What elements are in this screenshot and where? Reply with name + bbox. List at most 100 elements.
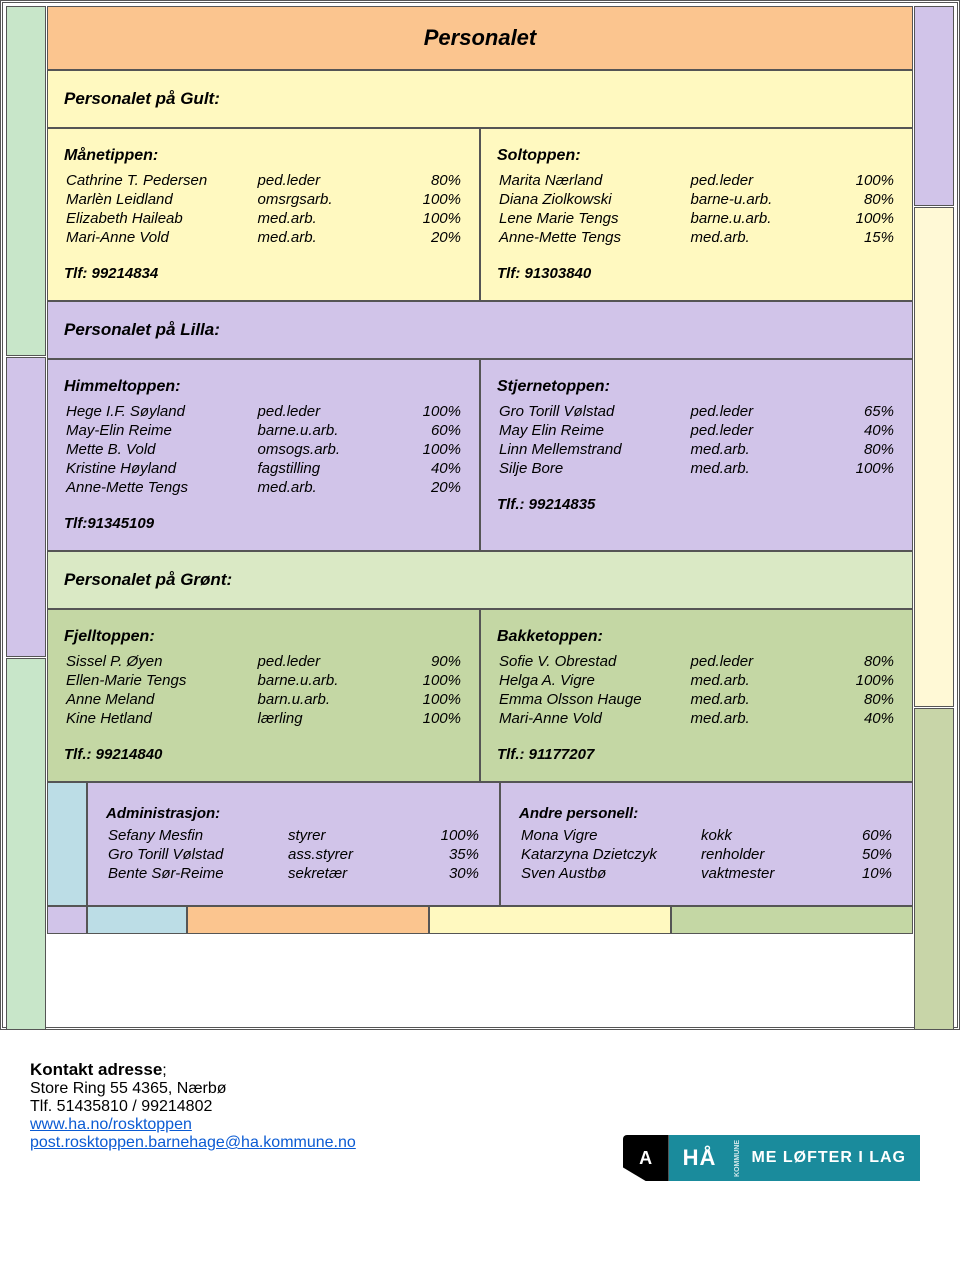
table-cell: med.arb. bbox=[689, 228, 817, 247]
table-row: Gro Torill Vølstadass.styrer35% bbox=[106, 845, 481, 864]
stripe-decoration bbox=[914, 708, 954, 1030]
table-row: Emma Olsson Haugemed.arb.80% bbox=[497, 690, 896, 709]
contact-sep: ; bbox=[162, 1062, 166, 1079]
stripe-decoration bbox=[47, 906, 87, 934]
group-title: Andre personell: bbox=[519, 805, 894, 822]
table-row: Anne-Mette Tengsmed.arb.15% bbox=[497, 228, 896, 247]
table-cell: 100% bbox=[383, 190, 463, 209]
contact-block: Kontakt adresse; Store Ring 55 4365, Nær… bbox=[30, 1060, 356, 1152]
table-cell: 40% bbox=[816, 421, 896, 440]
table-cell: Silje Bore bbox=[497, 459, 689, 478]
section-lilla-body: Himmeltoppen: Hege I.F. Søylandped.leder… bbox=[47, 359, 913, 551]
footer-color-bar bbox=[47, 906, 913, 934]
contact-url-link[interactable]: www.ha.no/rosktoppen bbox=[30, 1116, 192, 1133]
table-cell: May Elin Reime bbox=[497, 421, 689, 440]
contact-email-link[interactable]: post.rosktoppen.barnehage@ha.kommune.no bbox=[30, 1134, 356, 1151]
table-cell: 60% bbox=[819, 826, 894, 845]
table-row: Mette B. Voldomsogs.arb.100% bbox=[64, 440, 463, 459]
stripe-decoration bbox=[429, 906, 671, 934]
section-gront-body: Fjelltoppen: Sissel P. Øyenped.leder90%E… bbox=[47, 609, 913, 782]
table-cell: med.arb. bbox=[256, 209, 384, 228]
table-cell: Marita Nærland bbox=[497, 171, 689, 190]
table-cell: lærling bbox=[256, 709, 384, 728]
table-cell: 100% bbox=[383, 671, 463, 690]
table-row: Marita Nærlandped.leder100% bbox=[497, 171, 896, 190]
table-cell: Linn Mellemstrand bbox=[497, 440, 689, 459]
table-cell: Anne Meland bbox=[64, 690, 256, 709]
staff-table: Hege I.F. Søylandped.leder100%May-Elin R… bbox=[64, 402, 463, 497]
table-row: May-Elin Reimebarne.u.arb.60% bbox=[64, 421, 463, 440]
stripe-decoration bbox=[671, 906, 913, 934]
table-cell: barne.u.arb. bbox=[256, 421, 384, 440]
table-cell: 30% bbox=[406, 864, 481, 883]
staff-table: Gro Torill Vølstadped.leder65%May Elin R… bbox=[497, 402, 896, 478]
table-cell: May-Elin Reime bbox=[64, 421, 256, 440]
group-andre-personell: Andre personell: Mona Vigrekokk60%Katarz… bbox=[500, 782, 913, 906]
table-cell: 90% bbox=[383, 652, 463, 671]
table-row: Mona Vigrekokk60% bbox=[519, 826, 894, 845]
group-manetippen: Månetippen: Cathrine T. Pedersenped.lede… bbox=[47, 128, 480, 301]
table-cell: med.arb. bbox=[689, 671, 817, 690]
table-cell: ped.leder bbox=[689, 402, 817, 421]
table-cell: Diana Ziolkowski bbox=[497, 190, 689, 209]
group-title: Soltoppen: bbox=[497, 147, 896, 165]
group-title: Månetippen: bbox=[64, 147, 463, 165]
table-row: Diana Ziolkowskibarne-u.arb.80% bbox=[497, 190, 896, 209]
stripe-decoration bbox=[87, 906, 187, 934]
section-header-gront: Personalet på Grønt: bbox=[47, 551, 913, 609]
ha-kommune-logo: A HÅ KOMMUNE ME LØFTER I LAG bbox=[623, 1135, 920, 1181]
table-cell: 40% bbox=[816, 709, 896, 728]
group-title: Stjernetoppen: bbox=[497, 378, 896, 396]
table-cell: Mari-Anne Vold bbox=[497, 709, 689, 728]
table-cell: 100% bbox=[816, 459, 896, 478]
table-cell: 40% bbox=[383, 459, 463, 478]
table-cell: 100% bbox=[383, 690, 463, 709]
section-admin: Administrasjon: Sefany Mesfinstyrer100%G… bbox=[47, 782, 913, 906]
table-cell: Bente Sør-Reime bbox=[106, 864, 286, 883]
table-cell: omsogs.arb. bbox=[256, 440, 384, 459]
table-cell: 100% bbox=[816, 171, 896, 190]
table-cell: Kristine Høyland bbox=[64, 459, 256, 478]
table-cell: Mette B. Vold bbox=[64, 440, 256, 459]
table-cell: vaktmester bbox=[699, 864, 819, 883]
table-row: Lene Marie Tengsbarne.u.arb.100% bbox=[497, 209, 896, 228]
table-cell: barne-u.arb. bbox=[689, 190, 817, 209]
logo-brand: HÅ KOMMUNE ME LØFTER I LAG bbox=[669, 1135, 920, 1181]
logo-tagline: ME LØFTER I LAG bbox=[751, 1149, 906, 1167]
stripe-decoration bbox=[914, 207, 954, 707]
table-cell: Anne-Mette Tengs bbox=[64, 478, 256, 497]
page-title: Personalet bbox=[47, 6, 913, 70]
table-cell: 20% bbox=[383, 228, 463, 247]
table-row: Anne-Mette Tengsmed.arb.20% bbox=[64, 478, 463, 497]
table-cell: fagstilling bbox=[256, 459, 384, 478]
staff-table: Sefany Mesfinstyrer100%Gro Torill Vølsta… bbox=[106, 826, 481, 883]
table-row: Mari-Anne Voldmed.arb.20% bbox=[64, 228, 463, 247]
section-header-gult: Personalet på Gult: bbox=[47, 70, 913, 128]
table-row: Kristine Høylandfagstilling40% bbox=[64, 459, 463, 478]
logo-vertical-text: KOMMUNE bbox=[734, 1140, 741, 1177]
phone-label: Tlf: 91303840 bbox=[497, 265, 896, 282]
stripe-decoration bbox=[6, 658, 46, 1030]
table-cell: barne.u.arb. bbox=[689, 209, 817, 228]
table-cell: 80% bbox=[816, 440, 896, 459]
table-cell: renholder bbox=[699, 845, 819, 864]
contact-address: Store Ring 55 4365, Nærbø bbox=[30, 1080, 227, 1097]
table-frame: Personalet Personalet på Gult: Månetippe… bbox=[0, 0, 960, 1030]
table-row: Hege I.F. Søylandped.leder100% bbox=[64, 402, 463, 421]
table-row: Katarzyna Dzietczykrenholder50% bbox=[519, 845, 894, 864]
table-cell: Helga A. Vigre bbox=[497, 671, 689, 690]
stripe-decoration bbox=[6, 357, 46, 657]
table-row: Sven Austbøvaktmester10% bbox=[519, 864, 894, 883]
table-row: Anne Melandbarn.u.arb.100% bbox=[64, 690, 463, 709]
table-cell: 10% bbox=[819, 864, 894, 883]
table-cell: Hege I.F. Søyland bbox=[64, 402, 256, 421]
table-row: Ellen-Marie Tengsbarne.u.arb.100% bbox=[64, 671, 463, 690]
table-cell: 100% bbox=[406, 826, 481, 845]
table-cell: 100% bbox=[816, 671, 896, 690]
table-cell: ped.leder bbox=[689, 652, 817, 671]
staff-table: Sissel P. Øyenped.leder90%Ellen-Marie Te… bbox=[64, 652, 463, 728]
table-cell: med.arb. bbox=[689, 690, 817, 709]
table-cell: 80% bbox=[816, 690, 896, 709]
table-cell: Gro Torill Vølstad bbox=[497, 402, 689, 421]
stripe-decoration bbox=[914, 6, 954, 206]
